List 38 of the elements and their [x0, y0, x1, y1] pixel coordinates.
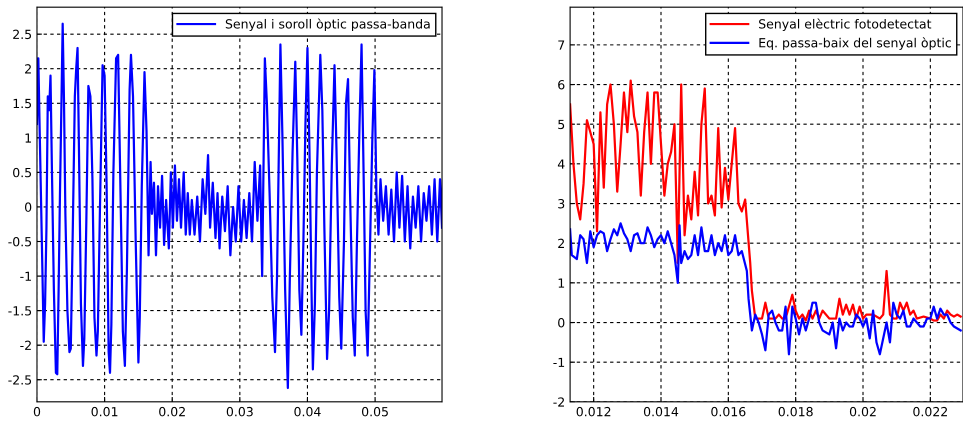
x-tick-label: 0.02	[159, 406, 185, 416]
y-tick-label: -2	[553, 397, 564, 407]
y-tick-label: 0	[24, 202, 32, 212]
y-tick-label: -2	[20, 340, 31, 350]
y-tick-label: 2.5	[13, 30, 32, 40]
y-tick-label: -1	[553, 358, 564, 367]
legend-label: Senyal elèctric fotodetectat	[759, 18, 932, 32]
y-tick-label: -1.5	[8, 306, 32, 316]
y-tick-label: 0.5	[13, 168, 32, 178]
x-tick-label: 0.01	[92, 406, 118, 416]
y-tick-label: 6	[558, 80, 564, 90]
x-tick-label: 0	[34, 406, 40, 416]
x-tick-label: 0.03	[226, 406, 253, 416]
x-tick-label: 0.016	[711, 406, 746, 416]
y-tick-label: -2.5	[8, 375, 32, 385]
y-tick-label: 7	[558, 40, 564, 50]
y-tick-label: 1.5	[14, 98, 32, 108]
x-tick-label: 0.018	[778, 406, 813, 416]
y-tick-label: 4	[558, 160, 565, 169]
x-tick-label: 0.04	[294, 406, 321, 416]
y-tick-label: 2	[558, 238, 564, 248]
line-series	[570, 79, 962, 322]
y-tick-label: 1	[558, 278, 564, 288]
y-tick-label: 2	[25, 64, 31, 74]
x-tick-label: 0.022	[913, 406, 947, 416]
x-tick-label: 0.02	[850, 406, 876, 416]
legend-label: Senyal i soroll òptic passa-banda	[226, 18, 430, 32]
x-tick-label: 0.05	[362, 406, 388, 416]
y-tick-label: 5	[558, 120, 564, 130]
y-tick-label: -0.5	[8, 236, 32, 246]
x-tick-label: 0.012	[576, 406, 610, 416]
legend-label: Eq. passa-baix del senyal òptic	[759, 37, 951, 50]
y-tick-label: -1	[20, 272, 31, 281]
y-tick-label: 0	[558, 318, 564, 328]
line-series	[570, 222, 962, 356]
y-tick-label: 3	[558, 199, 564, 208]
x-tick-label: 0.014	[644, 406, 678, 416]
y-tick-label: 1	[26, 133, 31, 143]
